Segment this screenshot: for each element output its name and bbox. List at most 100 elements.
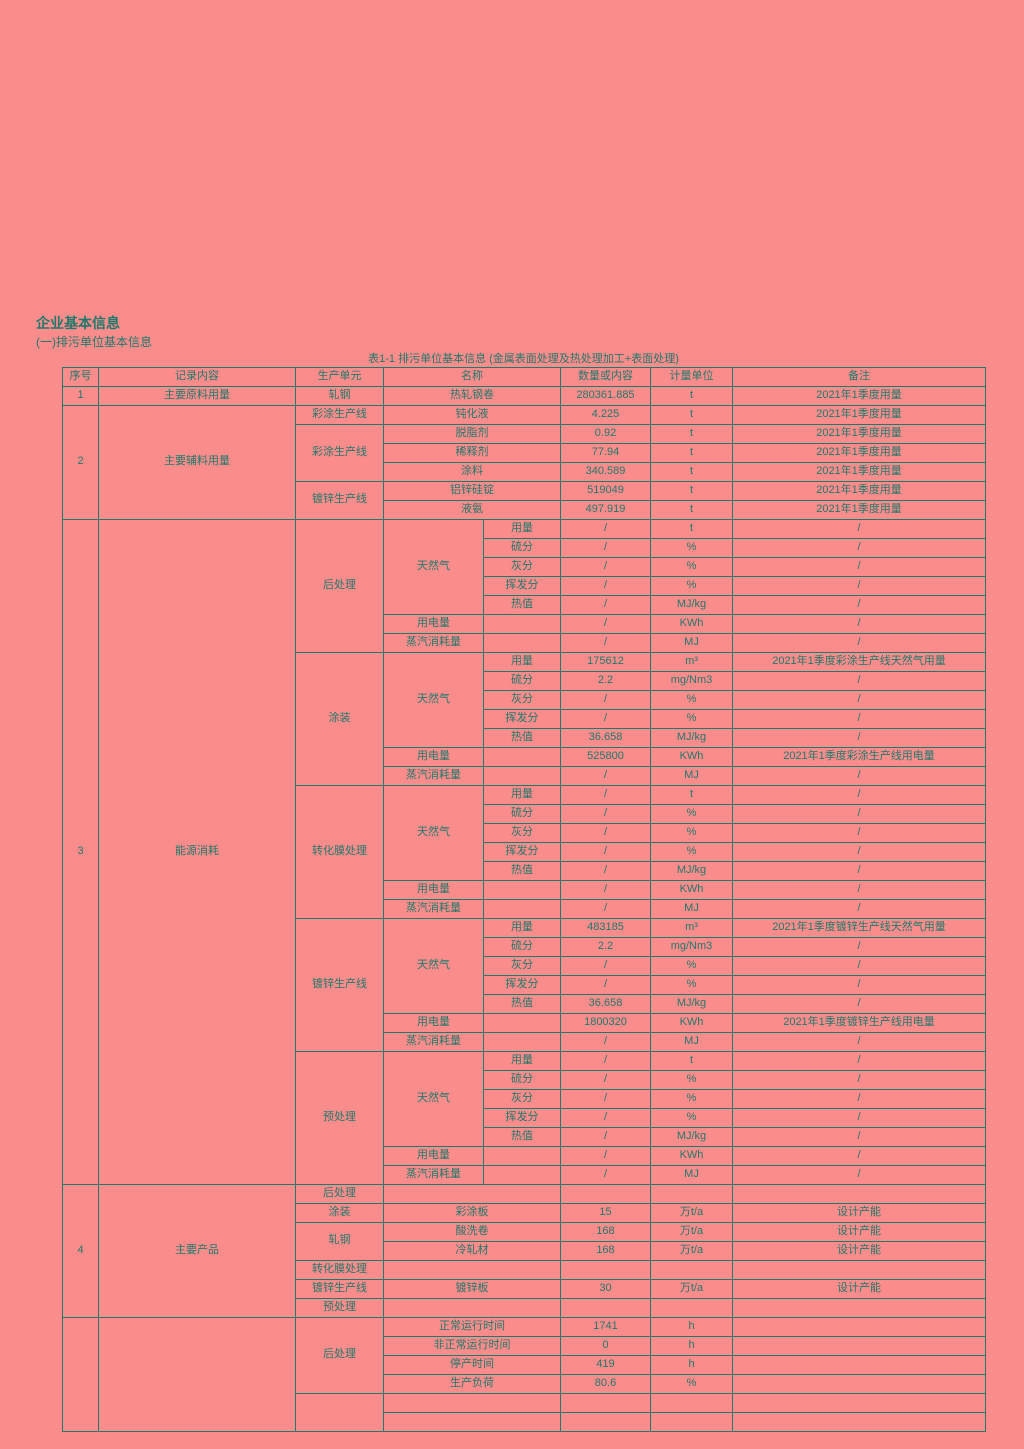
table-cell: / [560, 860, 651, 881]
table-cell: / [560, 898, 651, 919]
table-cell: 77.94 [560, 442, 651, 463]
table-cell: h [650, 1335, 733, 1356]
table-cell: 挥发分 [483, 1107, 561, 1128]
table-cell [732, 1392, 986, 1413]
table-cell: 2021年1季度用量 [732, 499, 986, 520]
table-cell: 灰分 [483, 556, 561, 577]
table-cell [650, 1259, 733, 1280]
table-cell: / [732, 1050, 986, 1071]
table-head: 序号 记录内容 生产单元 名称 数量或内容 计量单位 备注 [62, 366, 986, 387]
table-cell: 挥发分 [483, 575, 561, 596]
table-cell: 天然气 [383, 651, 484, 748]
table-cell: 0.92 [560, 423, 651, 444]
table-cell: 轧钢 [295, 1221, 384, 1261]
table-header-cell: 计量单位 [650, 366, 733, 387]
table-cell: % [650, 689, 733, 710]
table-cell: t [650, 442, 733, 463]
table-cell: 铝锌硅锭 [383, 480, 561, 501]
table-cell: 挥发分 [483, 841, 561, 862]
table-cell: t [650, 461, 733, 482]
table-row [63, 1392, 986, 1432]
table-cell: 转化膜处理 [295, 1259, 384, 1280]
table-cell: 天然气 [383, 1050, 484, 1147]
table-cell [560, 1411, 651, 1432]
table-cell: / [732, 594, 986, 615]
table-row: 1 主要原料用量 轧钢 热轧钢卷 280361.885 t 2021年1季度用量 [62, 385, 986, 406]
table-cell: 转化膜处理 [295, 784, 384, 919]
table-cell: KWh [650, 1145, 733, 1166]
table-row: 镀锌生产线 天然气 用量 483185 m³ 2021年1季度镀锌生产线天然气用量 [63, 917, 986, 1052]
table-cell: MJ [650, 632, 733, 653]
table-cell [383, 1183, 561, 1204]
table-cell: % [650, 841, 733, 862]
table-cell: 万t/a [650, 1240, 733, 1261]
table-cell: 预处理 [295, 1050, 384, 1185]
table-cell [62, 1316, 99, 1432]
table-row: 挥发分 /% / [63, 841, 986, 862]
table-cell: / [732, 708, 986, 729]
table-body: 1 主要原料用量 轧钢 热轧钢卷 280361.885 t 2021年1季度用量 2 主要辅料用… [62, 385, 986, 1432]
table-cell: 彩涂板 [383, 1202, 561, 1223]
table-cell: 483185 [560, 917, 651, 938]
table-cell: MJ/kg [650, 993, 733, 1014]
table-cell [732, 1259, 986, 1280]
table-cell: 168 [560, 1240, 651, 1261]
table-header-cell: 序号 [62, 366, 99, 387]
table-cell: 2021年1季度镀锌生产线用电量 [732, 1012, 986, 1033]
table-cell: 用量 [483, 917, 561, 938]
table-cell: / [732, 974, 986, 995]
table-row: 3 能源消耗 后处理 天然气 用量 / t / [62, 518, 986, 1185]
table-cell: t [650, 404, 733, 425]
table-cell: 340.589 [560, 461, 651, 482]
table-cell: 主要原料用量 [98, 385, 296, 406]
table-cell [732, 1373, 986, 1394]
table-cell: MJ/kg [650, 860, 733, 881]
table-cell: 设计产能 [732, 1240, 986, 1261]
table-cell: t [650, 423, 733, 444]
table-row: 涂装 天然气 用量 175612 m³ 2021年1季度彩涂生产线天然气用量 [63, 651, 986, 786]
table-cell [732, 1411, 986, 1432]
table-cell: KWh [650, 746, 733, 767]
table-cell: / [732, 518, 986, 539]
table-cell: t [650, 784, 733, 805]
table-cell: / [732, 822, 986, 843]
table-caption: 表1-1 排污单位基本信息 (金属表面处理及热处理加工+表面处理) [368, 352, 679, 365]
table-row: 蒸汽消耗量 / MJ / [63, 1164, 986, 1185]
table-cell [483, 746, 561, 767]
table-cell: 万t/a [650, 1278, 733, 1299]
table-row: 预处理 [63, 1297, 986, 1318]
table-cell: t [650, 1050, 733, 1071]
table-row: 用电量 525800 KWh 2021年1季度彩涂生产线用电量 [63, 746, 986, 767]
table-cell: 2021年1季度彩涂生产线用电量 [732, 746, 986, 767]
table-cell: 硫分 [483, 936, 561, 957]
table-cell: / [732, 898, 986, 919]
table-cell: 175612 [560, 651, 651, 672]
table-row: 后处理 正常运行时间 1741 h [62, 1316, 986, 1432]
table-cell: 2021年1季度用量 [732, 480, 986, 501]
table-cell: % [650, 1373, 733, 1394]
table-cell: 挥发分 [483, 708, 561, 729]
table-cell: / [560, 575, 651, 596]
table-cell [383, 1411, 561, 1432]
table-cell: / [732, 803, 986, 824]
table-cell: 冷轧材 [383, 1240, 561, 1261]
table-cell: / [732, 784, 986, 805]
table-cell [650, 1297, 733, 1318]
table-header-cell: 记录内容 [98, 366, 296, 387]
table-cell: MJ [650, 1164, 733, 1185]
table-cell: 2.2 [560, 936, 651, 957]
table-cell: KWh [650, 879, 733, 900]
table-cell: / [560, 803, 651, 824]
table-cell: / [732, 1164, 986, 1185]
table-cell: 天然气 [383, 784, 484, 881]
table-cell: 天然气 [383, 518, 484, 615]
table-cell: / [560, 689, 651, 710]
table-cell: / [732, 556, 986, 577]
table-cell: 热轧钢卷 [383, 385, 561, 406]
table-cell: % [650, 1069, 733, 1090]
table-cell: 稀释剂 [383, 442, 561, 463]
table-cell: 能源消耗 [98, 518, 296, 1185]
table-cell: % [650, 575, 733, 596]
table-cell: / [560, 1088, 651, 1109]
table-cell: / [732, 936, 986, 957]
